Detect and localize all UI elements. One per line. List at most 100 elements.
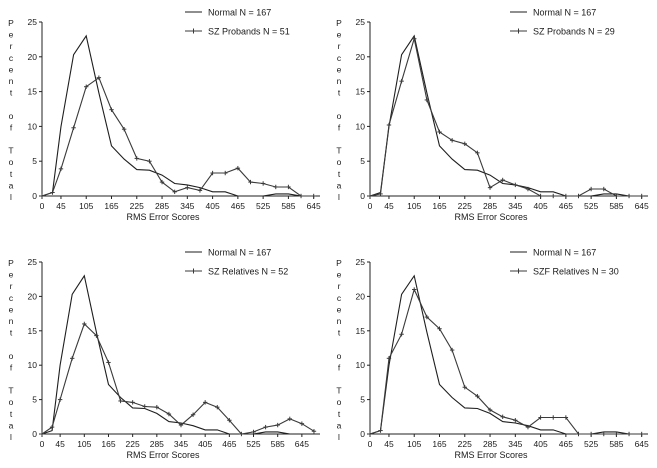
x-tick-label: 0 xyxy=(368,201,373,211)
legend: Normal N = 167 SZ Relatives N = 52 xyxy=(185,248,288,277)
data-point xyxy=(367,431,373,437)
data-point xyxy=(576,431,581,437)
x-tick-label: 345 xyxy=(174,439,188,449)
data-point xyxy=(130,400,135,405)
x-tick-label: 45 xyxy=(384,439,394,449)
y-tick-label: 20 xyxy=(28,52,38,62)
x-tick-label: 645 xyxy=(635,201,649,211)
y-axis-title-letter: o xyxy=(337,111,342,121)
x-tick-label: 225 xyxy=(126,439,140,449)
x-axis-title: RMS Error Scores xyxy=(126,212,200,222)
data-point xyxy=(166,411,172,417)
data-point xyxy=(462,141,467,146)
y-axis-title-letter: t xyxy=(338,328,341,338)
x-tick-label: 285 xyxy=(155,201,169,211)
data-point xyxy=(399,78,404,84)
y-axis-title-letter: c xyxy=(9,293,14,303)
y-axis-title-letter: l xyxy=(10,192,12,202)
y-axis-title-letter: l xyxy=(338,432,340,442)
legend-entry: Normal N = 167 xyxy=(533,8,596,18)
y-axis-title-letter: f xyxy=(10,362,13,372)
y-axis-title-letter: e xyxy=(337,270,342,280)
data-point xyxy=(227,418,232,423)
y-axis-title-letter: n xyxy=(9,316,14,326)
data-point xyxy=(449,347,455,353)
data-point xyxy=(626,193,632,199)
x-axis-title: RMS Error Scores xyxy=(454,212,528,222)
y-tick-label: 25 xyxy=(356,257,366,267)
y-tick-label: 10 xyxy=(356,360,366,370)
data-point xyxy=(96,75,102,80)
y-tick-label: 5 xyxy=(360,156,365,166)
y-axis-title-letter: o xyxy=(337,397,342,407)
y-tick-label: 20 xyxy=(356,52,366,62)
data-point xyxy=(178,422,184,428)
data-point xyxy=(185,185,190,190)
legend: Normal N = 167 SZ Probands N = 51 xyxy=(185,8,290,37)
x-tick-label: 105 xyxy=(77,439,91,449)
y-axis-title-letter: e xyxy=(9,270,14,280)
y-tick-label: 15 xyxy=(356,87,366,97)
x-tick-label: 165 xyxy=(432,201,446,211)
y-axis-title-letter: t xyxy=(338,409,341,419)
x-tick-label: 0 xyxy=(40,439,45,449)
x-tick-label: 525 xyxy=(256,201,270,211)
x-tick-label: 45 xyxy=(55,439,65,449)
y-axis-title-letter: P xyxy=(8,18,14,28)
data-point xyxy=(215,404,220,410)
y-tick-label: 15 xyxy=(28,87,38,97)
y-axis-title-letter: a xyxy=(9,420,14,430)
y-axis-title-letter: o xyxy=(337,157,342,167)
y-axis-title-letter: T xyxy=(336,146,341,156)
y-axis-title-letter: P xyxy=(336,18,342,28)
y-axis-title-letter: T xyxy=(8,386,13,396)
y-axis-title-letter: t xyxy=(338,169,341,179)
data-point xyxy=(84,84,89,89)
data-point xyxy=(437,129,442,135)
x-tick-label: 285 xyxy=(483,201,497,211)
y-axis-title-letter: e xyxy=(337,30,342,40)
data-point xyxy=(70,356,75,361)
y-axis-title-letter: c xyxy=(9,53,14,63)
data-point xyxy=(49,424,55,430)
data-point xyxy=(367,193,373,199)
series-line-2 xyxy=(41,76,314,197)
y-axis-title-letter: T xyxy=(8,146,13,156)
data-point xyxy=(487,185,493,190)
data-point xyxy=(551,415,556,420)
x-tick-label: 585 xyxy=(271,439,285,449)
data-point xyxy=(378,428,383,433)
x-tick-label: 645 xyxy=(635,439,649,449)
data-point xyxy=(412,36,417,41)
data-point xyxy=(134,156,139,161)
y-axis-title-letter: c xyxy=(337,53,342,63)
x-tick-label: 225 xyxy=(130,201,144,211)
data-point xyxy=(106,360,111,365)
x-tick-label: 0 xyxy=(368,439,373,449)
chart-panel-2: 0 5 10 15 20 25 0 45 105 165 225 285 345 405 465 525 585… xyxy=(336,8,649,223)
series-line-2 xyxy=(369,287,642,435)
y-axis-title-letter: f xyxy=(10,122,13,132)
y-axis-title-letter: o xyxy=(9,397,14,407)
data-point xyxy=(299,421,305,426)
x-tick-label: 105 xyxy=(407,201,421,211)
data-point xyxy=(109,107,114,112)
data-point xyxy=(588,431,594,437)
data-point xyxy=(563,415,569,420)
data-point xyxy=(601,431,606,437)
data-point xyxy=(475,393,480,399)
data-point xyxy=(475,150,480,156)
x-tick-label: 525 xyxy=(584,439,598,449)
x-tick-label: 645 xyxy=(295,439,309,449)
data-point xyxy=(563,193,569,199)
x-tick-label: 165 xyxy=(432,439,446,449)
data-point xyxy=(263,424,268,430)
data-point xyxy=(142,404,147,409)
x-tick-label: 405 xyxy=(533,439,547,449)
legend-entry: Normal N = 167 xyxy=(208,248,271,258)
y-axis-title-letter: o xyxy=(337,351,342,361)
y-axis-title-letter: f xyxy=(338,362,341,372)
data-point xyxy=(462,385,467,390)
